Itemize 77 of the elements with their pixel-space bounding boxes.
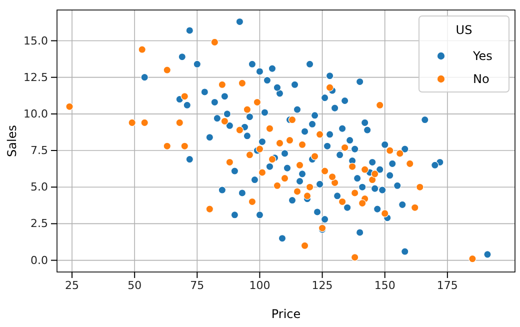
point bbox=[303, 192, 312, 200]
point bbox=[258, 168, 266, 176]
point bbox=[288, 116, 296, 124]
y-tick-label: 2.5 bbox=[30, 217, 48, 230]
x-tick-label: 75 bbox=[190, 278, 204, 292]
point bbox=[370, 170, 379, 178]
y-tick-label: 0.0 bbox=[30, 254, 48, 267]
legend-title: US bbox=[456, 23, 472, 37]
point bbox=[266, 124, 274, 132]
point bbox=[206, 205, 214, 213]
point bbox=[286, 136, 294, 144]
point bbox=[358, 199, 366, 208]
point bbox=[163, 142, 171, 150]
point bbox=[338, 198, 346, 206]
point bbox=[226, 158, 234, 166]
point bbox=[316, 130, 324, 138]
y-tick-label: 15.0 bbox=[24, 34, 48, 48]
point bbox=[296, 161, 304, 170]
point bbox=[340, 144, 349, 152]
point bbox=[140, 118, 148, 127]
x-tick-label: 175 bbox=[436, 278, 458, 292]
point bbox=[246, 151, 254, 159]
point bbox=[248, 198, 256, 206]
point bbox=[328, 173, 336, 181]
point bbox=[180, 92, 189, 100]
y-tick-label: 10.0 bbox=[24, 107, 48, 120]
point bbox=[268, 155, 276, 164]
point bbox=[306, 183, 314, 191]
x-tick-label: 150 bbox=[374, 278, 396, 292]
point bbox=[293, 188, 302, 196]
point bbox=[300, 242, 309, 250]
x-axis-title: Price bbox=[271, 307, 301, 321]
point bbox=[376, 101, 384, 109]
point bbox=[350, 189, 359, 197]
point bbox=[298, 140, 306, 149]
point bbox=[468, 254, 476, 263]
point bbox=[220, 117, 229, 126]
point bbox=[253, 98, 262, 106]
point bbox=[326, 84, 334, 92]
point bbox=[176, 118, 184, 127]
point bbox=[350, 254, 359, 262]
point bbox=[411, 204, 419, 212]
point bbox=[238, 79, 246, 88]
point bbox=[386, 146, 394, 154]
point bbox=[273, 182, 282, 190]
point bbox=[396, 150, 404, 158]
x-tick-label: 125 bbox=[312, 278, 333, 292]
y-tick-label: 7.5 bbox=[30, 144, 48, 158]
point bbox=[138, 46, 146, 54]
x-tick-label: 100 bbox=[249, 278, 270, 292]
y-tick-label: 12.5 bbox=[24, 70, 48, 84]
point bbox=[320, 167, 329, 175]
point bbox=[330, 178, 339, 187]
point bbox=[256, 145, 264, 153]
point bbox=[310, 152, 319, 160]
legend-label: No bbox=[473, 72, 490, 86]
point bbox=[276, 139, 284, 148]
point bbox=[368, 176, 376, 184]
point bbox=[66, 102, 74, 110]
point bbox=[380, 210, 389, 218]
point bbox=[218, 80, 226, 89]
point bbox=[280, 174, 289, 182]
point bbox=[180, 142, 189, 150]
point bbox=[210, 38, 219, 46]
x-tick-label: 25 bbox=[65, 278, 80, 292]
x-tick-label: 50 bbox=[128, 278, 142, 292]
point bbox=[128, 118, 136, 127]
y-tick-label: 5.0 bbox=[30, 180, 48, 194]
point bbox=[243, 106, 252, 114]
point bbox=[348, 162, 356, 170]
point bbox=[416, 183, 424, 191]
legend-label: Yes bbox=[472, 49, 492, 63]
point bbox=[360, 166, 369, 174]
point bbox=[163, 66, 171, 74]
point bbox=[406, 160, 414, 168]
point bbox=[236, 126, 244, 134]
y-axis-title: Sales bbox=[5, 125, 19, 157]
